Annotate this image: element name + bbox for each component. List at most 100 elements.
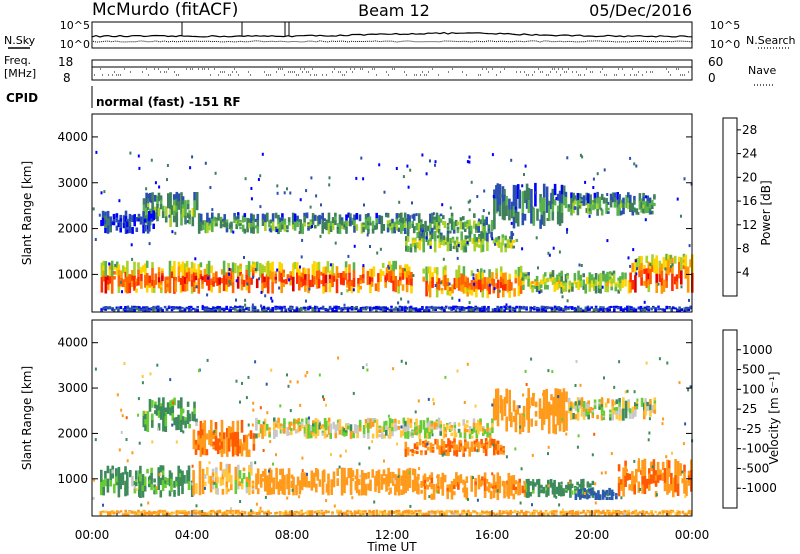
power-echo-cell [117, 286, 121, 293]
power-echo-cell [124, 306, 127, 308]
velocity-echo-cell [240, 443, 244, 457]
power-echo-cell [462, 239, 466, 247]
power-echo-cell [527, 200, 531, 214]
power-echo-cell [137, 213, 141, 217]
power-echo-cell [553, 284, 557, 292]
power-echo-cell [407, 270, 411, 277]
power-echo-cell [296, 272, 299, 279]
velocity-echo-cell [459, 432, 462, 438]
velocity-echo-cell [514, 416, 518, 425]
velocity-echo-cell [411, 434, 414, 437]
velocity-echo-cell [339, 511, 342, 514]
velocity-echo-cell [492, 483, 496, 489]
velocity-echo-cell [318, 482, 322, 487]
power-echo-cell [321, 307, 325, 310]
power-echo-cell [317, 270, 321, 280]
velocity-echo-cell [173, 492, 176, 497]
velocity-echo-cell [562, 413, 566, 424]
power-echo-cell [535, 275, 539, 282]
power-sparse-echo [611, 272, 614, 276]
power-sparse-echo [369, 245, 371, 248]
power-echo-cell [600, 209, 604, 216]
velocity-echo-cell [313, 510, 317, 513]
velocity-echo-cell [502, 512, 505, 514]
velocity-echo-cell [406, 509, 409, 513]
velocity-echo-cell [133, 513, 137, 516]
velocity-echo-cell [312, 423, 315, 428]
velocity-echo-cell [470, 487, 473, 492]
power-sparse-echo [409, 168, 412, 172]
velocity-echo-cell [436, 439, 439, 445]
power-sparse-echo [299, 265, 301, 269]
power-echo-cell [126, 276, 129, 294]
power-echo-cell [455, 236, 459, 241]
velocity-echo-cell [357, 512, 361, 515]
power-echo-cell [478, 233, 481, 238]
power-echo-cell [395, 218, 399, 226]
power-echo-cell [165, 308, 169, 310]
power-echo-cell [309, 279, 312, 288]
power-echo-cell [102, 270, 106, 277]
power-echo-cell [492, 279, 496, 287]
velocity-echo-cell [375, 428, 379, 439]
velocity-echo-cell [307, 428, 310, 435]
power-echo-cell [236, 306, 239, 309]
velocity-echo-cell [159, 511, 162, 514]
power-echo-cell [261, 219, 265, 226]
velocity-echo-cell [422, 420, 426, 426]
power-echo-cell [197, 264, 201, 280]
power-echo-cell [599, 288, 602, 294]
velocity-echo-cell [397, 425, 401, 430]
velocity-echo-cell [394, 422, 397, 428]
power-echo-cell [271, 213, 275, 223]
power-echo-cell [197, 223, 201, 234]
power-echo-cell [486, 241, 489, 251]
power-echo-cell [452, 307, 455, 311]
power-echo-cell [160, 285, 163, 289]
velocity-echo-cell [124, 512, 127, 515]
velocity-echo-cell [159, 465, 163, 473]
power-echo-cell [372, 266, 376, 277]
power-echo-cell [192, 272, 196, 283]
velocity-echo-cell [173, 417, 176, 426]
power-echo-cell [632, 309, 636, 312]
power-sparse-echo [387, 264, 390, 268]
velocity-echo-cell [336, 481, 339, 486]
velocity-echo-cell [385, 485, 388, 492]
velocity-echo-cell [153, 484, 156, 489]
power-sparse-echo [388, 266, 390, 270]
velocity-echo-cell [516, 512, 520, 515]
power-sparse-echo [130, 243, 133, 247]
power-echo-cell [181, 208, 185, 214]
power-echo-cell [478, 308, 482, 312]
velocity-echo-cell [609, 417, 612, 421]
power-echo-cell [615, 305, 618, 309]
velocity-echo-cell [467, 512, 470, 516]
power-echo-cell [329, 221, 333, 227]
power-echo-cell [284, 310, 287, 312]
velocity-echo-cell [593, 512, 596, 516]
velocity-echo-cell [238, 470, 242, 475]
power-sparse-echo [353, 244, 356, 248]
power-echo-cell [481, 215, 485, 225]
power-echo-cell [649, 268, 652, 277]
velocity-echo-cell [495, 443, 498, 448]
velocity-echo-cell [111, 469, 114, 475]
power-sparse-echo [671, 263, 674, 267]
power-echo-cell [298, 307, 301, 311]
power-echo-cell [256, 220, 260, 228]
power-sparse-echo [421, 153, 424, 157]
velocity-echo-cell [453, 478, 456, 483]
power-echo-cell [512, 195, 516, 208]
velocity-echo-cell [622, 397, 625, 410]
velocity-echo-cell [245, 434, 249, 443]
velocity-echo-cell [159, 409, 163, 414]
power-sparse-echo [369, 222, 372, 226]
velocity-echo-cell [411, 432, 414, 435]
power-echo-cell [508, 285, 511, 292]
power-echo-cell [181, 261, 185, 277]
power-echo-cell [442, 235, 446, 241]
power-echo-cell [493, 199, 496, 210]
power-echo-cell [524, 272, 528, 276]
power-echo-cell [558, 190, 562, 204]
